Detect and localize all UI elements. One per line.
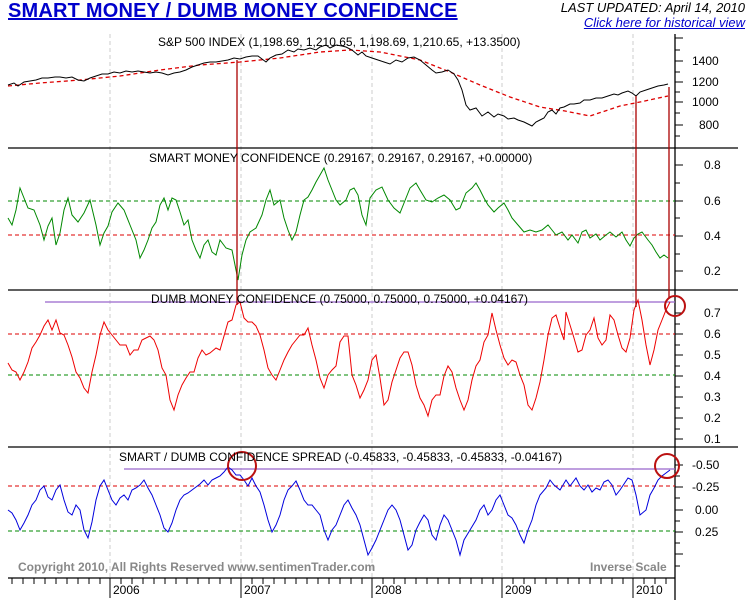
sp500-price-line: [7, 44, 669, 127]
spread-line: [7, 466, 671, 557]
svg-text:-0.50: -0.50: [692, 458, 720, 472]
svg-text:1200: 1200: [692, 75, 719, 89]
svg-text:0.2: 0.2: [704, 264, 721, 278]
smart-axis-labels: 0.8 0.6 0.4 0.2: [704, 158, 721, 278]
svg-text:0.4: 0.4: [704, 229, 721, 243]
svg-text:2006: 2006: [113, 583, 140, 597]
svg-text:-0.25: -0.25: [692, 480, 720, 494]
sp500-ma-line: [7, 49, 669, 117]
smart-panel-label: SMART MONEY CONFIDENCE (0.29167, 0.29167…: [149, 151, 532, 165]
dumb-panel-label: DUMB MONEY CONFIDENCE (0.75000, 0.75000,…: [151, 292, 528, 306]
svg-text:0.6: 0.6: [704, 194, 721, 208]
spread-reference-lines: [8, 485, 675, 532]
svg-text:0.25: 0.25: [695, 525, 719, 539]
svg-text:2008: 2008: [375, 583, 402, 597]
inverse-scale-note: Inverse Scale: [590, 560, 667, 574]
highlight-circles: [227, 295, 686, 481]
x-axis-labels: 2006 2007 2008 2009 2010: [113, 583, 663, 597]
sp500-axis-labels: 1400 1200 1000 800: [692, 54, 719, 132]
spread-peak-2010-circle: [654, 453, 680, 479]
page-title[interactable]: SMART MONEY / DUMB MONEY CONFIDENCE: [8, 0, 458, 22]
dumb-reference-lines: [8, 333, 675, 376]
svg-text:2007: 2007: [244, 583, 271, 597]
historical-view-link[interactable]: Click here for historical view: [583, 15, 745, 30]
last-updated: LAST UPDATED: April 14, 2010: [560, 0, 745, 15]
svg-text:1000: 1000: [692, 95, 719, 109]
svg-text:0.8: 0.8: [704, 158, 721, 172]
svg-text:0.4: 0.4: [704, 369, 721, 383]
dumb-money-line: [7, 298, 671, 418]
dumb-axis-labels: 0.7 0.6 0.5 0.4 0.3 0.2 0.1: [704, 306, 721, 446]
sp500-panel-label: S&P 500 INDEX (1,198.69, 1,210.65, 1,198…: [158, 35, 520, 49]
svg-text:800: 800: [699, 118, 719, 132]
spread-peak-2007-circle: [227, 451, 257, 481]
svg-text:0.1: 0.1: [704, 432, 721, 446]
axis-minor-ticks: [675, 37, 683, 567]
panel-borders: [8, 34, 738, 600]
svg-text:2010: 2010: [636, 583, 663, 597]
svg-text:0.3: 0.3: [704, 390, 721, 404]
copyright-watermark: Copyright 2010, All Rights Reserved www.…: [18, 560, 375, 574]
year-gridlines: [109, 34, 634, 578]
svg-text:2009: 2009: [505, 583, 532, 597]
smart-money-line: [7, 166, 669, 281]
smart-reference-lines: [8, 200, 675, 236]
svg-text:0.6: 0.6: [704, 327, 721, 341]
x-axis-ticks: [11, 578, 667, 598]
spread-axis-labels: -0.50 -0.25 0.00 0.25: [692, 458, 720, 539]
svg-text:0.00: 0.00: [695, 503, 719, 517]
dumb-peak-circle: [664, 295, 686, 317]
spread-panel-label: SMART / DUMB CONFIDENCE SPREAD (-0.45833…: [119, 450, 562, 464]
signal-marker-lines: [236, 60, 670, 307]
svg-text:0.5: 0.5: [704, 348, 721, 362]
svg-text:0.7: 0.7: [704, 306, 721, 320]
svg-text:0.2: 0.2: [704, 411, 721, 425]
svg-text:1400: 1400: [692, 54, 719, 68]
